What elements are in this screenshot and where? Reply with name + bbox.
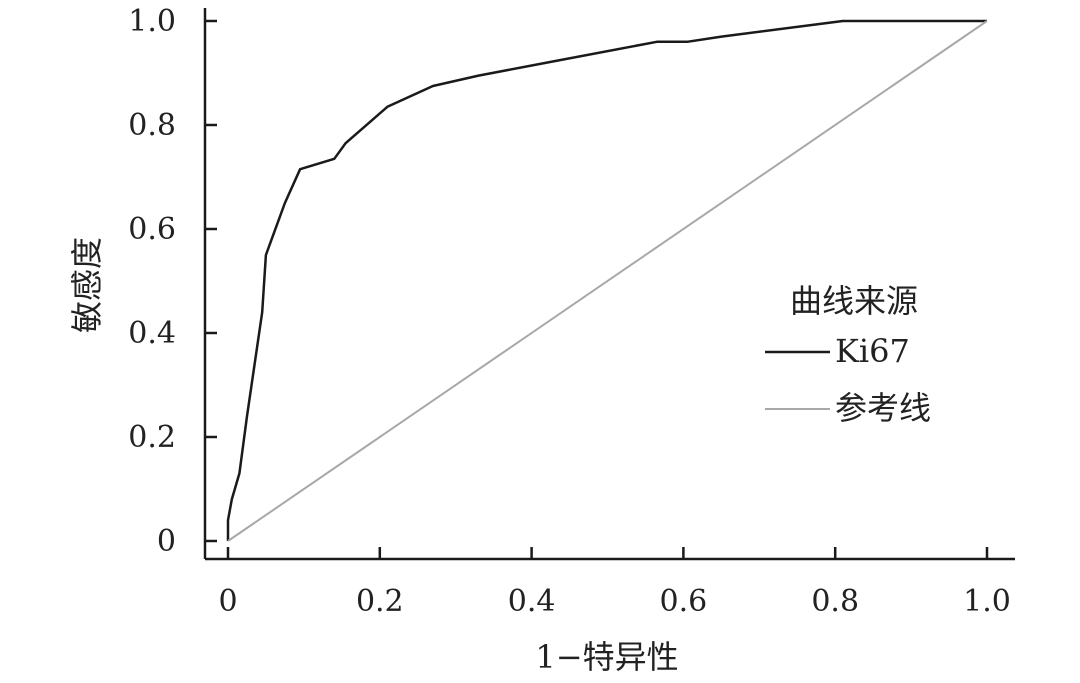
x-tick-label: 1.0 bbox=[963, 584, 1011, 619]
x-ticks: 0 0.2 0.4 0.6 0.8 1.0 bbox=[218, 547, 1011, 619]
y-tick-label: 0 bbox=[157, 524, 176, 559]
y-ticks: 0 0.2 0.4 0.6 0.8 1.0 bbox=[128, 4, 217, 559]
x-tick-label: 0.2 bbox=[356, 584, 404, 619]
x-axis-label: 1−特异性 bbox=[535, 638, 678, 676]
legend: 曲线来源 Ki67 参考线 bbox=[765, 282, 931, 427]
x-tick-label: 0.6 bbox=[660, 584, 708, 619]
x-tick-label: 0.8 bbox=[811, 584, 859, 619]
y-tick-label: 0.4 bbox=[128, 316, 176, 351]
series-line-reference bbox=[227, 20, 988, 542]
y-tick-label: 1.0 bbox=[128, 4, 176, 39]
series-layer bbox=[226, 19, 988, 542]
series-line-ki67 bbox=[226, 19, 987, 541]
y-tick-label: 0.8 bbox=[128, 108, 176, 143]
x-tick-label: 0.4 bbox=[508, 584, 556, 619]
legend-title: 曲线来源 bbox=[790, 282, 918, 320]
x-tick-label: 0 bbox=[218, 584, 237, 619]
axes bbox=[203, 8, 1015, 561]
y-axis-label: 敏感度 bbox=[68, 237, 106, 333]
legend-label-reference: 参考线 bbox=[835, 389, 931, 427]
y-tick-label: 0.6 bbox=[128, 212, 176, 247]
y-tick-label: 0.2 bbox=[128, 420, 176, 455]
legend-label-ki67: Ki67 bbox=[835, 332, 910, 370]
